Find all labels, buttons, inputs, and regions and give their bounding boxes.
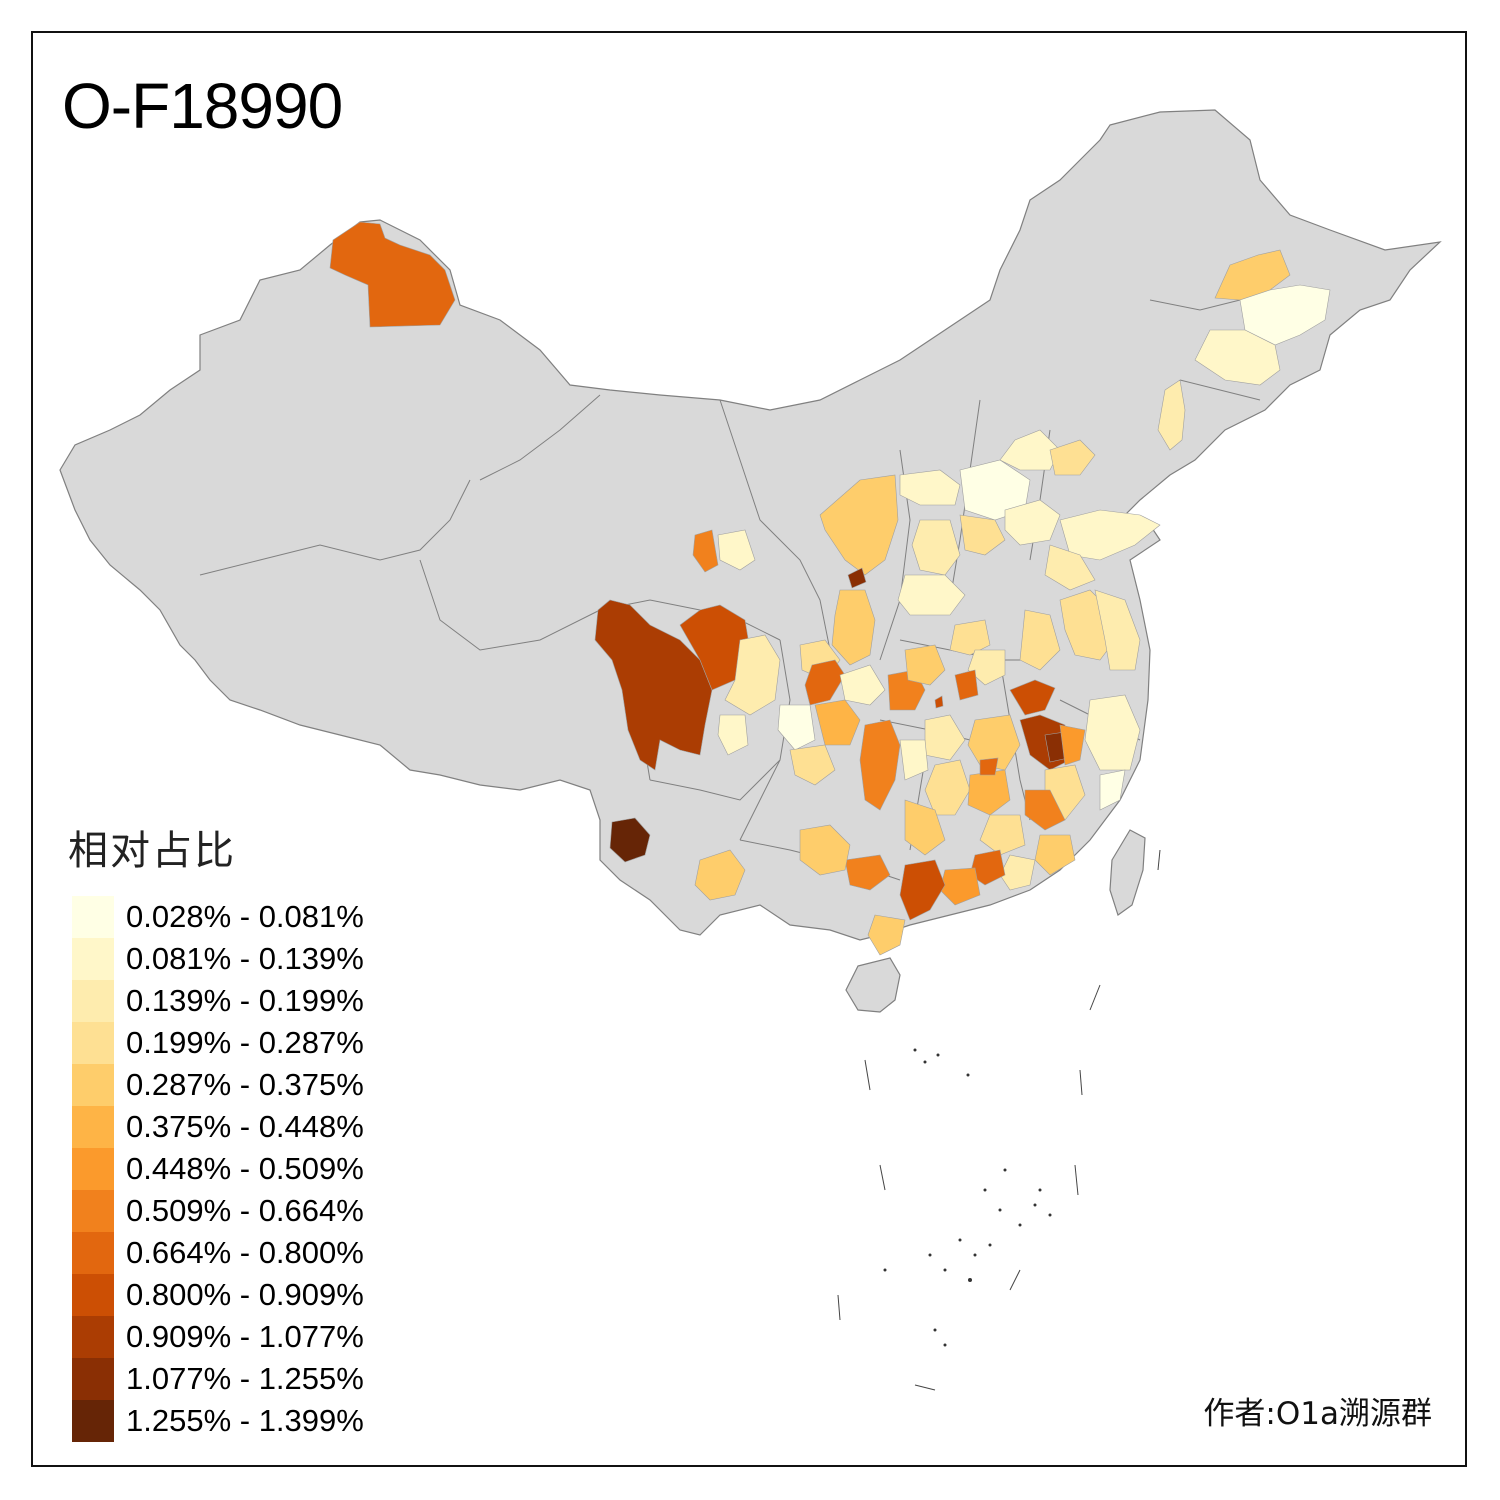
south-sea-islands [837, 849, 1161, 1391]
legend-swatch [72, 1064, 114, 1106]
legend-item: 0.028% - 0.081% [68, 896, 364, 938]
hainan-island [845, 957, 901, 1013]
taiwan-island [1109, 829, 1146, 916]
legend-swatch [72, 1022, 114, 1064]
legend-label: 0.664% - 0.800% [126, 1235, 364, 1270]
legend-label: 0.139% - 0.199% [126, 983, 364, 1018]
legend: 相对占比 0.028% - 0.081% 0.081% - 0.139% 0.139… [68, 818, 364, 1442]
legend-item: 0.375% - 0.448% [68, 1106, 364, 1148]
legend-label: 0.800% - 0.909% [126, 1277, 364, 1312]
legend-swatch [72, 1232, 114, 1274]
author-credit: 作者:O1a溯源群 [1203, 1396, 1432, 1432]
legend-swatch [72, 1148, 114, 1190]
map-title: O-F18990 [62, 70, 343, 142]
legend-swatch [72, 896, 114, 938]
legend-label: 0.909% - 1.077% [126, 1319, 364, 1354]
legend-label: 0.199% - 0.287% [126, 1025, 364, 1060]
legend-item: 0.448% - 0.509% [68, 1148, 364, 1190]
legend-item: 0.509% - 0.664% [68, 1190, 364, 1232]
legend-label: 1.077% - 1.255% [126, 1361, 364, 1396]
legend-item: 1.255% - 1.399% [68, 1400, 364, 1442]
legend-item: 0.139% - 0.199% [68, 980, 364, 1022]
legend-swatch [72, 1316, 114, 1358]
legend-label: 0.375% - 0.448% [126, 1109, 364, 1144]
legend-title: 相对占比 [68, 828, 236, 874]
map-frame [31, 31, 1467, 1467]
legend-item: 0.287% - 0.375% [68, 1064, 364, 1106]
legend-swatch [72, 1190, 114, 1232]
legend-items: 0.028% - 0.081% 0.081% - 0.139% 0.139% - 0… [68, 896, 364, 1442]
legend-item: 0.081% - 0.139% [68, 938, 364, 980]
legend-swatch [72, 938, 114, 980]
data-regions [329, 221, 1331, 956]
legend-label: 0.081% - 0.139% [126, 941, 364, 976]
china-base-region [59, 109, 1442, 941]
legend-swatch [72, 1400, 114, 1442]
legend-item: 0.664% - 0.800% [68, 1232, 364, 1274]
legend-item: 0.800% - 0.909% [68, 1274, 364, 1316]
south-sea-dots [883, 1048, 1052, 1347]
legend-label: 1.255% - 1.399% [126, 1403, 364, 1438]
legend-swatch [72, 1274, 114, 1316]
legend-swatch [72, 1106, 114, 1148]
legend-swatch [72, 1358, 114, 1400]
legend-label: 0.028% - 0.081% [126, 899, 364, 934]
legend-swatch [72, 980, 114, 1022]
legend-item: 0.909% - 1.077% [68, 1316, 364, 1358]
legend-item: 0.199% - 0.287% [68, 1022, 364, 1064]
legend-label: 0.509% - 0.664% [126, 1193, 364, 1228]
legend-label: 0.287% - 0.375% [126, 1067, 364, 1102]
legend-label: 0.448% - 0.509% [126, 1151, 364, 1186]
legend-item: 1.077% - 1.255% [68, 1358, 364, 1400]
